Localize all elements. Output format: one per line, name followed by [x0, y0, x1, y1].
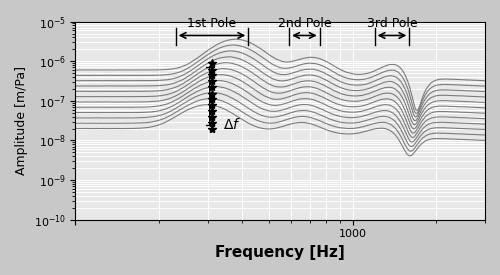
Text: 1st Pole: 1st Pole	[188, 16, 236, 29]
Text: 2nd Pole: 2nd Pole	[278, 16, 331, 29]
Y-axis label: Amplitude [m/Pa]: Amplitude [m/Pa]	[15, 66, 28, 175]
X-axis label: Frequency [Hz]: Frequency [Hz]	[216, 245, 345, 260]
Text: 3rd Pole: 3rd Pole	[366, 16, 418, 29]
Text: $\Delta f$: $\Delta f$	[223, 117, 241, 132]
